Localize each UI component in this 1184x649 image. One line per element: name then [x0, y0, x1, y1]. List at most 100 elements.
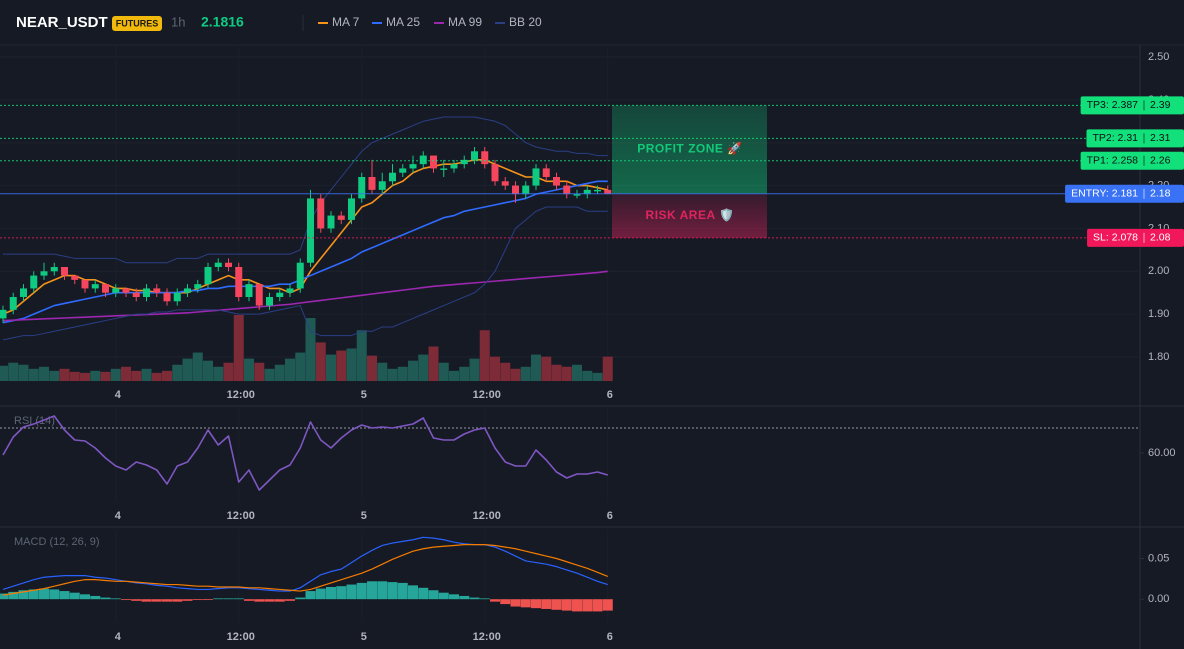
volume-bar	[541, 356, 552, 381]
volume-bar	[141, 368, 152, 381]
histogram-bar	[459, 595, 470, 600]
candle-body	[450, 164, 458, 169]
symbol: NEAR_USDT	[16, 14, 108, 31]
level-axis-label: 2.39	[1150, 99, 1171, 111]
histogram-bar	[49, 589, 60, 600]
volume-bar	[490, 356, 500, 381]
candle-body	[399, 168, 407, 173]
level-axis-label: 2.31	[1150, 132, 1171, 144]
candle-body	[235, 267, 243, 297]
histogram-bar	[18, 590, 29, 600]
volume-bar	[572, 364, 582, 381]
candle-body	[71, 275, 79, 280]
volume-bar	[346, 348, 357, 381]
histogram-bar	[8, 591, 19, 600]
last-price: 2.1816	[201, 14, 244, 30]
volume-bar	[469, 358, 480, 381]
volume-bar	[336, 350, 347, 381]
histogram-bar	[551, 599, 562, 610]
volume-bar	[479, 330, 490, 381]
volume-bar	[305, 318, 316, 381]
pane-title: MACD (12, 26, 9)	[14, 536, 100, 548]
legend-label: MA 99	[448, 15, 482, 29]
y-tick-label: 0.05	[1148, 552, 1169, 564]
y-tick-label: 2.00	[1148, 265, 1169, 277]
candle-body	[91, 284, 99, 289]
macd-line	[2, 544, 608, 596]
histogram-bar	[203, 599, 213, 601]
volume-bar	[8, 362, 19, 381]
y-tick-label: 60.00	[1148, 447, 1176, 459]
candle-body	[522, 185, 530, 195]
candle-body	[153, 288, 161, 293]
histogram-bar	[469, 597, 480, 600]
legend-label: MA 25	[386, 15, 420, 29]
histogram-bar	[274, 599, 285, 602]
candle-body	[204, 267, 212, 285]
level-axis-label: 2.08	[1150, 232, 1171, 244]
histogram-bar	[213, 598, 224, 600]
histogram-bar	[151, 599, 162, 602]
indicator-line	[2, 180, 608, 324]
x-tick-label: 6	[607, 510, 613, 522]
volume-bar	[28, 368, 39, 381]
candle-body	[20, 288, 27, 297]
histogram-bar	[264, 599, 275, 602]
rsi-line	[2, 415, 608, 491]
volume-bar	[18, 364, 29, 381]
histogram-bar	[28, 589, 39, 600]
histogram-bar	[418, 587, 429, 600]
volume-bar	[356, 330, 367, 381]
x-tick-label: 12:00	[227, 631, 255, 643]
zone	[612, 193, 767, 238]
candle-body	[378, 181, 386, 190]
candle-body	[225, 262, 232, 267]
candle-body	[50, 267, 58, 272]
histogram-bar	[90, 595, 101, 600]
candle-body	[214, 262, 222, 267]
candle-body	[532, 168, 540, 186]
histogram-bar	[346, 584, 357, 600]
volume-bar	[387, 368, 398, 381]
volume-bar	[49, 370, 60, 381]
histogram-bar	[192, 599, 203, 601]
candle-body	[163, 292, 171, 302]
x-tick-label: 12:00	[473, 631, 501, 643]
histogram-bar	[500, 599, 511, 605]
candle-body	[286, 288, 294, 293]
candle-body	[317, 198, 325, 229]
histogram-bar	[602, 599, 613, 611]
volume-bar	[459, 366, 470, 381]
histogram-bar	[141, 599, 152, 602]
candle-body	[512, 185, 519, 195]
histogram-bar	[582, 599, 593, 612]
candle-body	[132, 292, 140, 297]
candle-body	[337, 215, 345, 220]
candle-body	[583, 189, 591, 195]
x-tick-label: 12:00	[473, 510, 501, 522]
volume-bar	[182, 358, 193, 381]
level-label: TP2: 2.31	[1092, 132, 1138, 144]
candle-body	[102, 284, 109, 293]
indicator-line	[3, 116, 608, 264]
candle-body	[440, 168, 448, 170]
x-tick-label: 6	[607, 631, 613, 643]
volume-bar	[59, 368, 70, 381]
volume-bar	[274, 364, 285, 381]
histogram-bar	[592, 599, 603, 612]
histogram-bar	[367, 581, 377, 600]
volume-bar	[510, 368, 521, 381]
level-tag	[1080, 96, 1184, 115]
zone	[612, 105, 767, 194]
candle-body	[460, 159, 468, 165]
candle-body	[501, 181, 509, 186]
candle-body	[419, 155, 427, 165]
histogram-bar	[223, 598, 234, 600]
candle-body	[143, 288, 150, 297]
volume-bar	[223, 362, 234, 381]
candle-body	[194, 284, 202, 289]
volume-bar	[244, 358, 254, 381]
volume-bar	[551, 364, 562, 381]
histogram-bar	[233, 598, 244, 600]
volume-bar	[295, 352, 306, 381]
